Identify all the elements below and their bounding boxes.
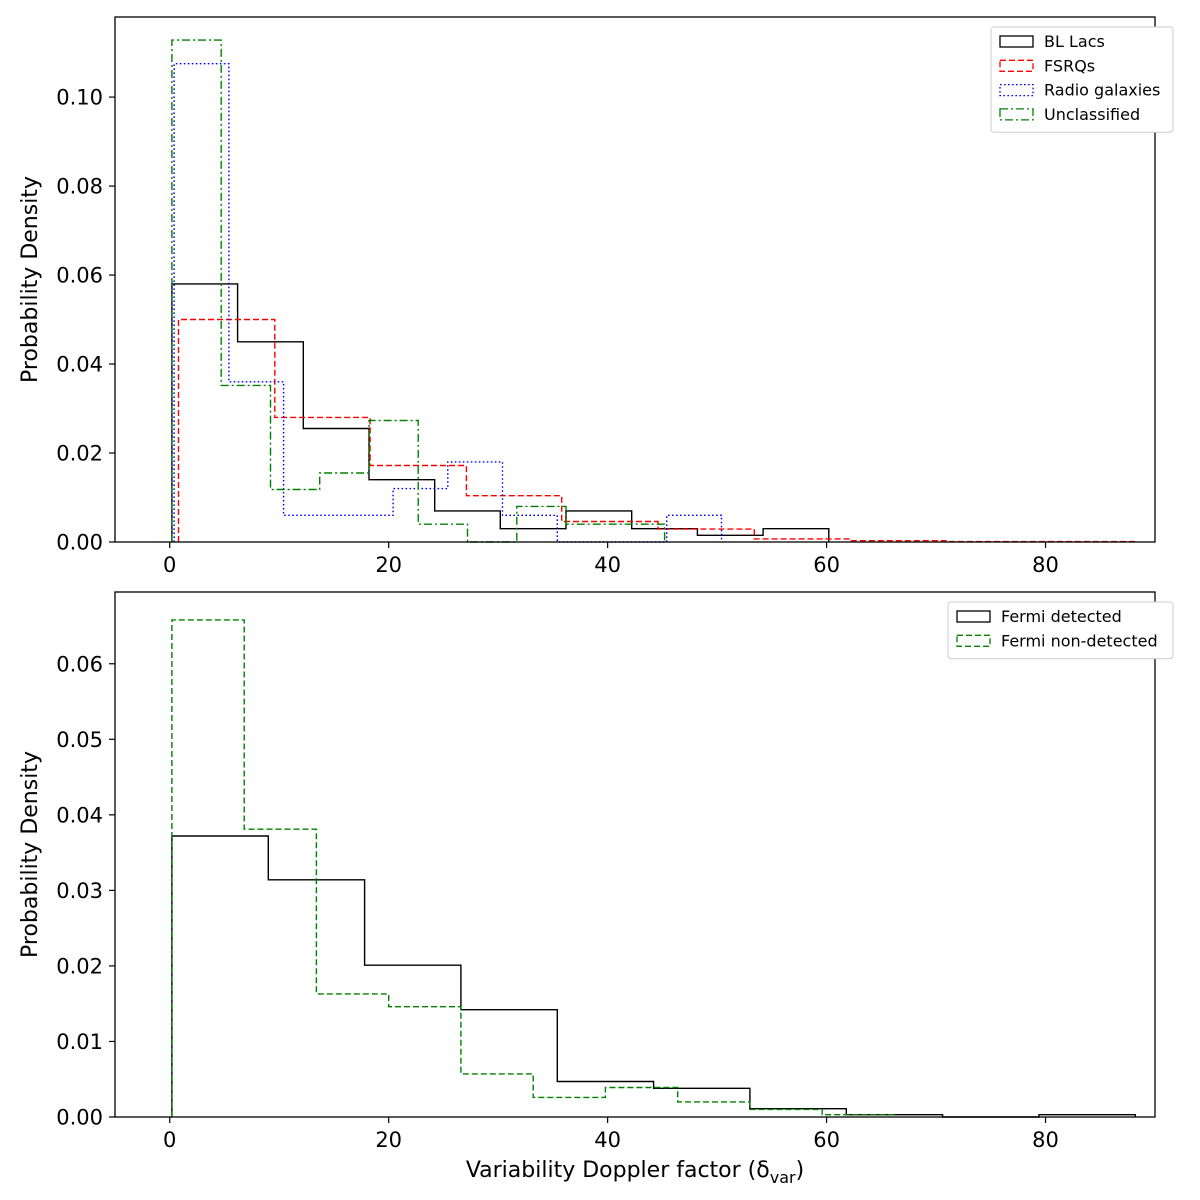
legend: Fermi detected Fermi non-detected	[947, 601, 1174, 660]
legend-label: FSRQs	[1044, 56, 1095, 75]
legend-swatch	[956, 634, 991, 647]
histogram-series-unclassified	[171, 39, 666, 543]
y-tick-label: 0.00	[56, 531, 103, 555]
x-tick-label: 60	[813, 553, 840, 577]
legend-swatch	[999, 35, 1034, 48]
y-tick-label: 0.04	[56, 803, 103, 827]
legend-box	[947, 601, 1174, 660]
y-tick-label: 0.10	[56, 86, 103, 110]
legend-swatch	[999, 59, 1034, 72]
y-axis-label: Probability Density	[18, 176, 43, 383]
y-tick-label: 0.01	[56, 1030, 103, 1054]
x-tick-label: 0	[163, 1128, 176, 1152]
y-tick-label: 0.08	[56, 175, 103, 199]
x-axis-label-subscript: var	[770, 1168, 796, 1187]
x-axis-label: Variability Doppler factor (δvar)	[466, 1158, 804, 1187]
y-tick-label: 0.04	[56, 353, 103, 377]
plot-frame	[114, 591, 1156, 1118]
legend-label: BL Lacs	[1044, 32, 1105, 51]
histogram-series-fermi-detected	[171, 835, 1136, 1118]
histogram-series-bl-lacs	[171, 283, 830, 542]
x-axis-label-tail: )	[796, 1158, 805, 1183]
y-tick-label: 0.05	[56, 728, 103, 752]
histogram-series-fermi-non-detected	[171, 619, 896, 1117]
y-tick-label: 0.02	[56, 442, 103, 466]
legend-label: Fermi non-detected	[1001, 631, 1158, 650]
legend-box	[990, 26, 1174, 133]
legend: BL Lacs FSRQs Radio galaxies Unclassified	[990, 26, 1174, 133]
x-axis-label-main: Variability Doppler factor (δ	[466, 1158, 770, 1183]
chart-panel-1: 0 20 40 60 80 0.00 0.02 0.04 0.06 0.08 0.10 Probabi…	[18, 16, 1174, 577]
y-tick-label: 0.03	[56, 879, 103, 903]
histogram-series-radio-galaxies	[173, 63, 723, 543]
y-tick-label: 0.00	[56, 1106, 103, 1130]
x-tick-label: 60	[813, 1128, 840, 1152]
x-tick-label: 20	[375, 553, 402, 577]
x-tick-label: 0	[163, 553, 176, 577]
y-axis-label: Probability Density	[18, 751, 43, 958]
legend-swatch	[999, 83, 1034, 97]
y-tick-label: 0.06	[56, 264, 103, 288]
y-tick-label: 0.06	[56, 652, 103, 676]
x-tick-label: 20	[375, 1128, 402, 1152]
legend-label: Radio galaxies	[1044, 81, 1160, 100]
legend-swatch	[999, 108, 1034, 121]
histogram-series-fsrqs	[177, 318, 1139, 543]
chart-panel-2: 0 20 40 60 80 0.00 0.01 0.02 0.03 0.04 0.05 0.06 Pro…	[18, 591, 1174, 1187]
legend-swatch	[956, 610, 991, 623]
y-tick-label: 0.02	[56, 954, 103, 978]
legend-label: Unclassified	[1044, 105, 1140, 124]
x-tick-label: 40	[594, 553, 621, 577]
plot-frame	[114, 16, 1156, 543]
x-tick-label: 80	[1032, 553, 1059, 577]
legend-label: Fermi detected	[1001, 607, 1122, 626]
x-tick-label: 80	[1032, 1128, 1059, 1152]
x-tick-label: 40	[594, 1128, 621, 1152]
